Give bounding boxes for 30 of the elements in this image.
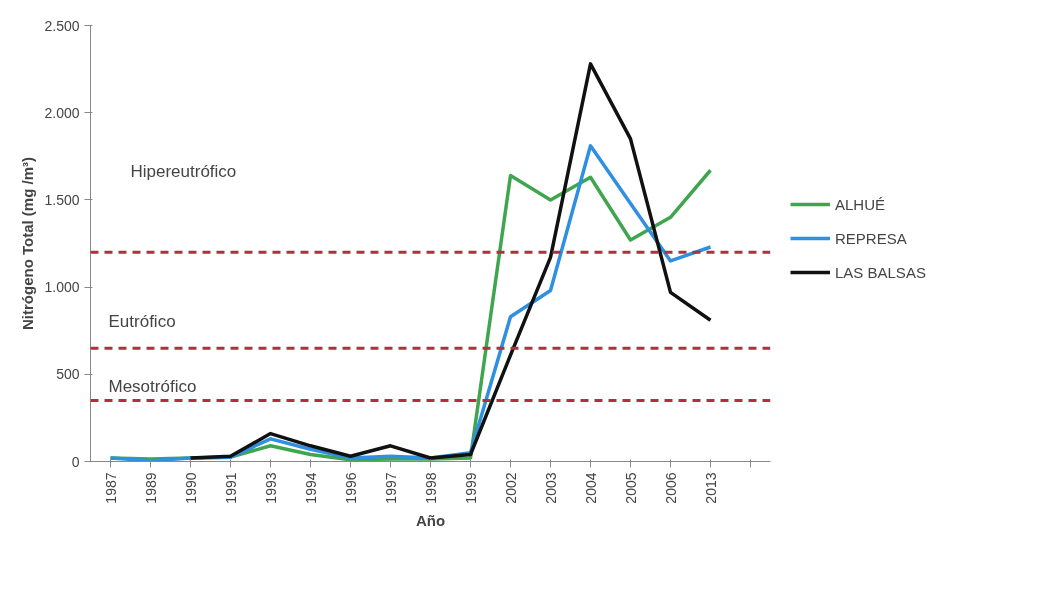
x-tick-label: 1987 — [102, 472, 119, 504]
y-tick-label: 1.000 — [44, 279, 80, 296]
y-tick-label: 2.000 — [44, 104, 80, 121]
x-axis-title: Año — [415, 511, 446, 529]
annotation: Eutrófico — [108, 312, 176, 331]
x-tick-label: 1997 — [382, 472, 399, 504]
annotation: Mesotrófico — [108, 377, 197, 396]
x-tick-label: 2006 — [662, 472, 679, 504]
legend-label: REPRESA — [835, 229, 907, 247]
x-tick-label: 1991 — [222, 472, 239, 504]
x-tick-label: 2004 — [582, 472, 599, 504]
x-tick-label: 2013 — [702, 472, 719, 504]
x-tick-label: 1989 — [142, 472, 159, 504]
x-tick-label: 2005 — [622, 472, 639, 504]
legend-label: ALHUÉ — [835, 195, 886, 213]
x-tick-label: 1993 — [262, 472, 279, 504]
legend-label: LAS BALSAS — [835, 263, 926, 281]
x-tick-label: 1999 — [462, 472, 479, 504]
annotation: Hipereutrófico — [130, 162, 237, 181]
y-tick-label: 1.500 — [44, 191, 80, 208]
y-axis-title: Nitrógeno Total (mg /m³) — [19, 156, 37, 331]
x-tick-label: 1994 — [302, 472, 319, 504]
y-tick-label: 2.500 — [44, 17, 80, 34]
x-tick-label: 2003 — [542, 472, 559, 504]
x-tick-label: 2002 — [502, 472, 519, 504]
y-tick-label: 500 — [56, 366, 80, 383]
x-tick-label: 1996 — [342, 472, 359, 504]
y-tick-label: 0 — [71, 453, 80, 470]
x-tick-label: 1998 — [422, 472, 439, 504]
x-tick-label: 1990 — [182, 472, 199, 504]
